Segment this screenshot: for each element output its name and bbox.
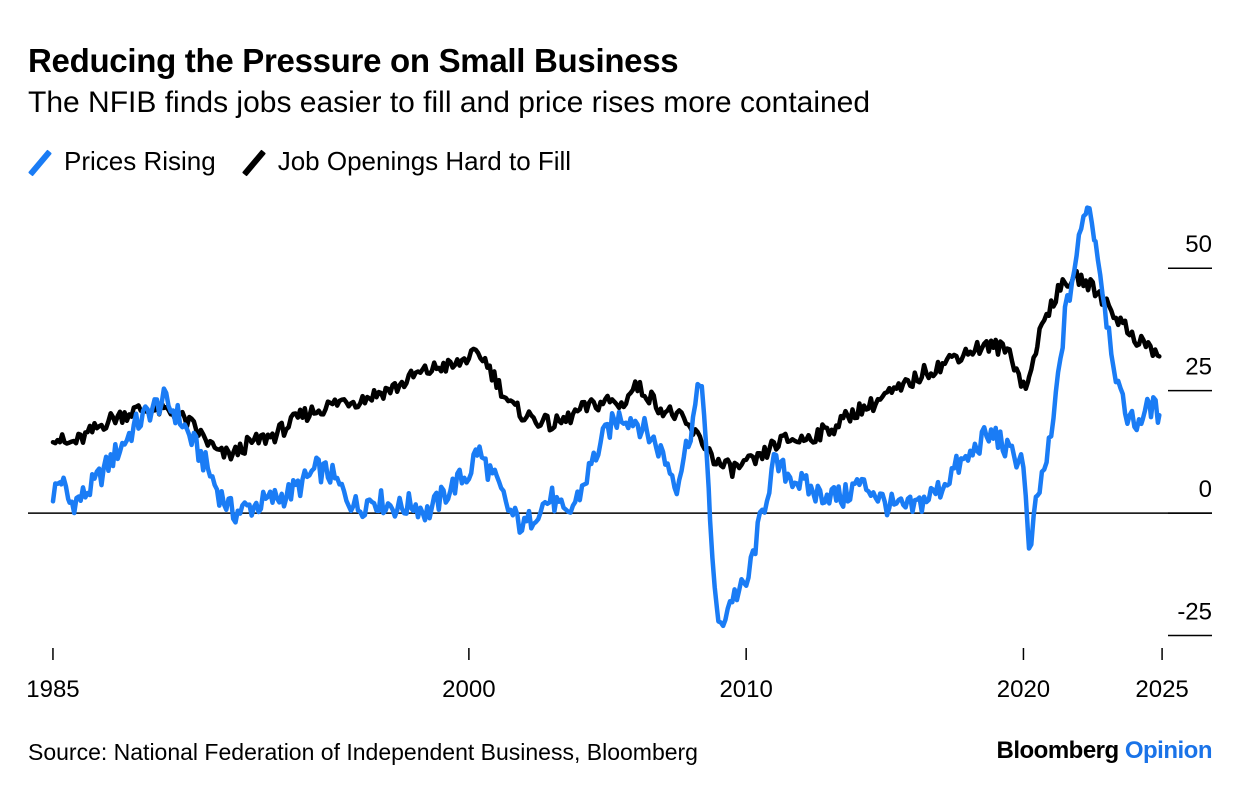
legend-label-job-openings: Job Openings Hard to Fill <box>277 146 572 176</box>
y-tick-label: 25 <box>1185 354 1212 381</box>
chart-subtitle: The NFIB finds jobs easier to fill and p… <box>28 86 871 119</box>
legend-item-job-openings: Job Openings Hard to Fill <box>242 146 571 177</box>
series-line-prices-rising <box>50 205 1162 629</box>
chart-title: Reducing the Pressure on Small Business <box>28 42 679 79</box>
x-tick-label: 2025 <box>1135 676 1188 703</box>
legend-item-prices-rising: Prices Rising <box>28 146 216 177</box>
y-tick-label: -25 <box>1177 599 1212 626</box>
y-tick-label: 0 <box>1199 476 1212 503</box>
x-tick-label: 2020 <box>997 676 1050 703</box>
legend-label-prices-rising: Prices Rising <box>64 146 216 176</box>
source-note: Source: National Federation of Independe… <box>28 739 698 765</box>
y-tick-label: 50 <box>1185 231 1212 258</box>
series-line-job-openings <box>50 268 1162 480</box>
x-tick-label: 2000 <box>442 676 495 703</box>
legend: Prices Rising Job Openings Hard to Fill <box>28 146 597 177</box>
x-tick-label: 2010 <box>719 676 772 703</box>
x-tick-label: 1985 <box>26 676 79 703</box>
brand-logo: Bloomberg Opinion <box>996 737 1213 764</box>
